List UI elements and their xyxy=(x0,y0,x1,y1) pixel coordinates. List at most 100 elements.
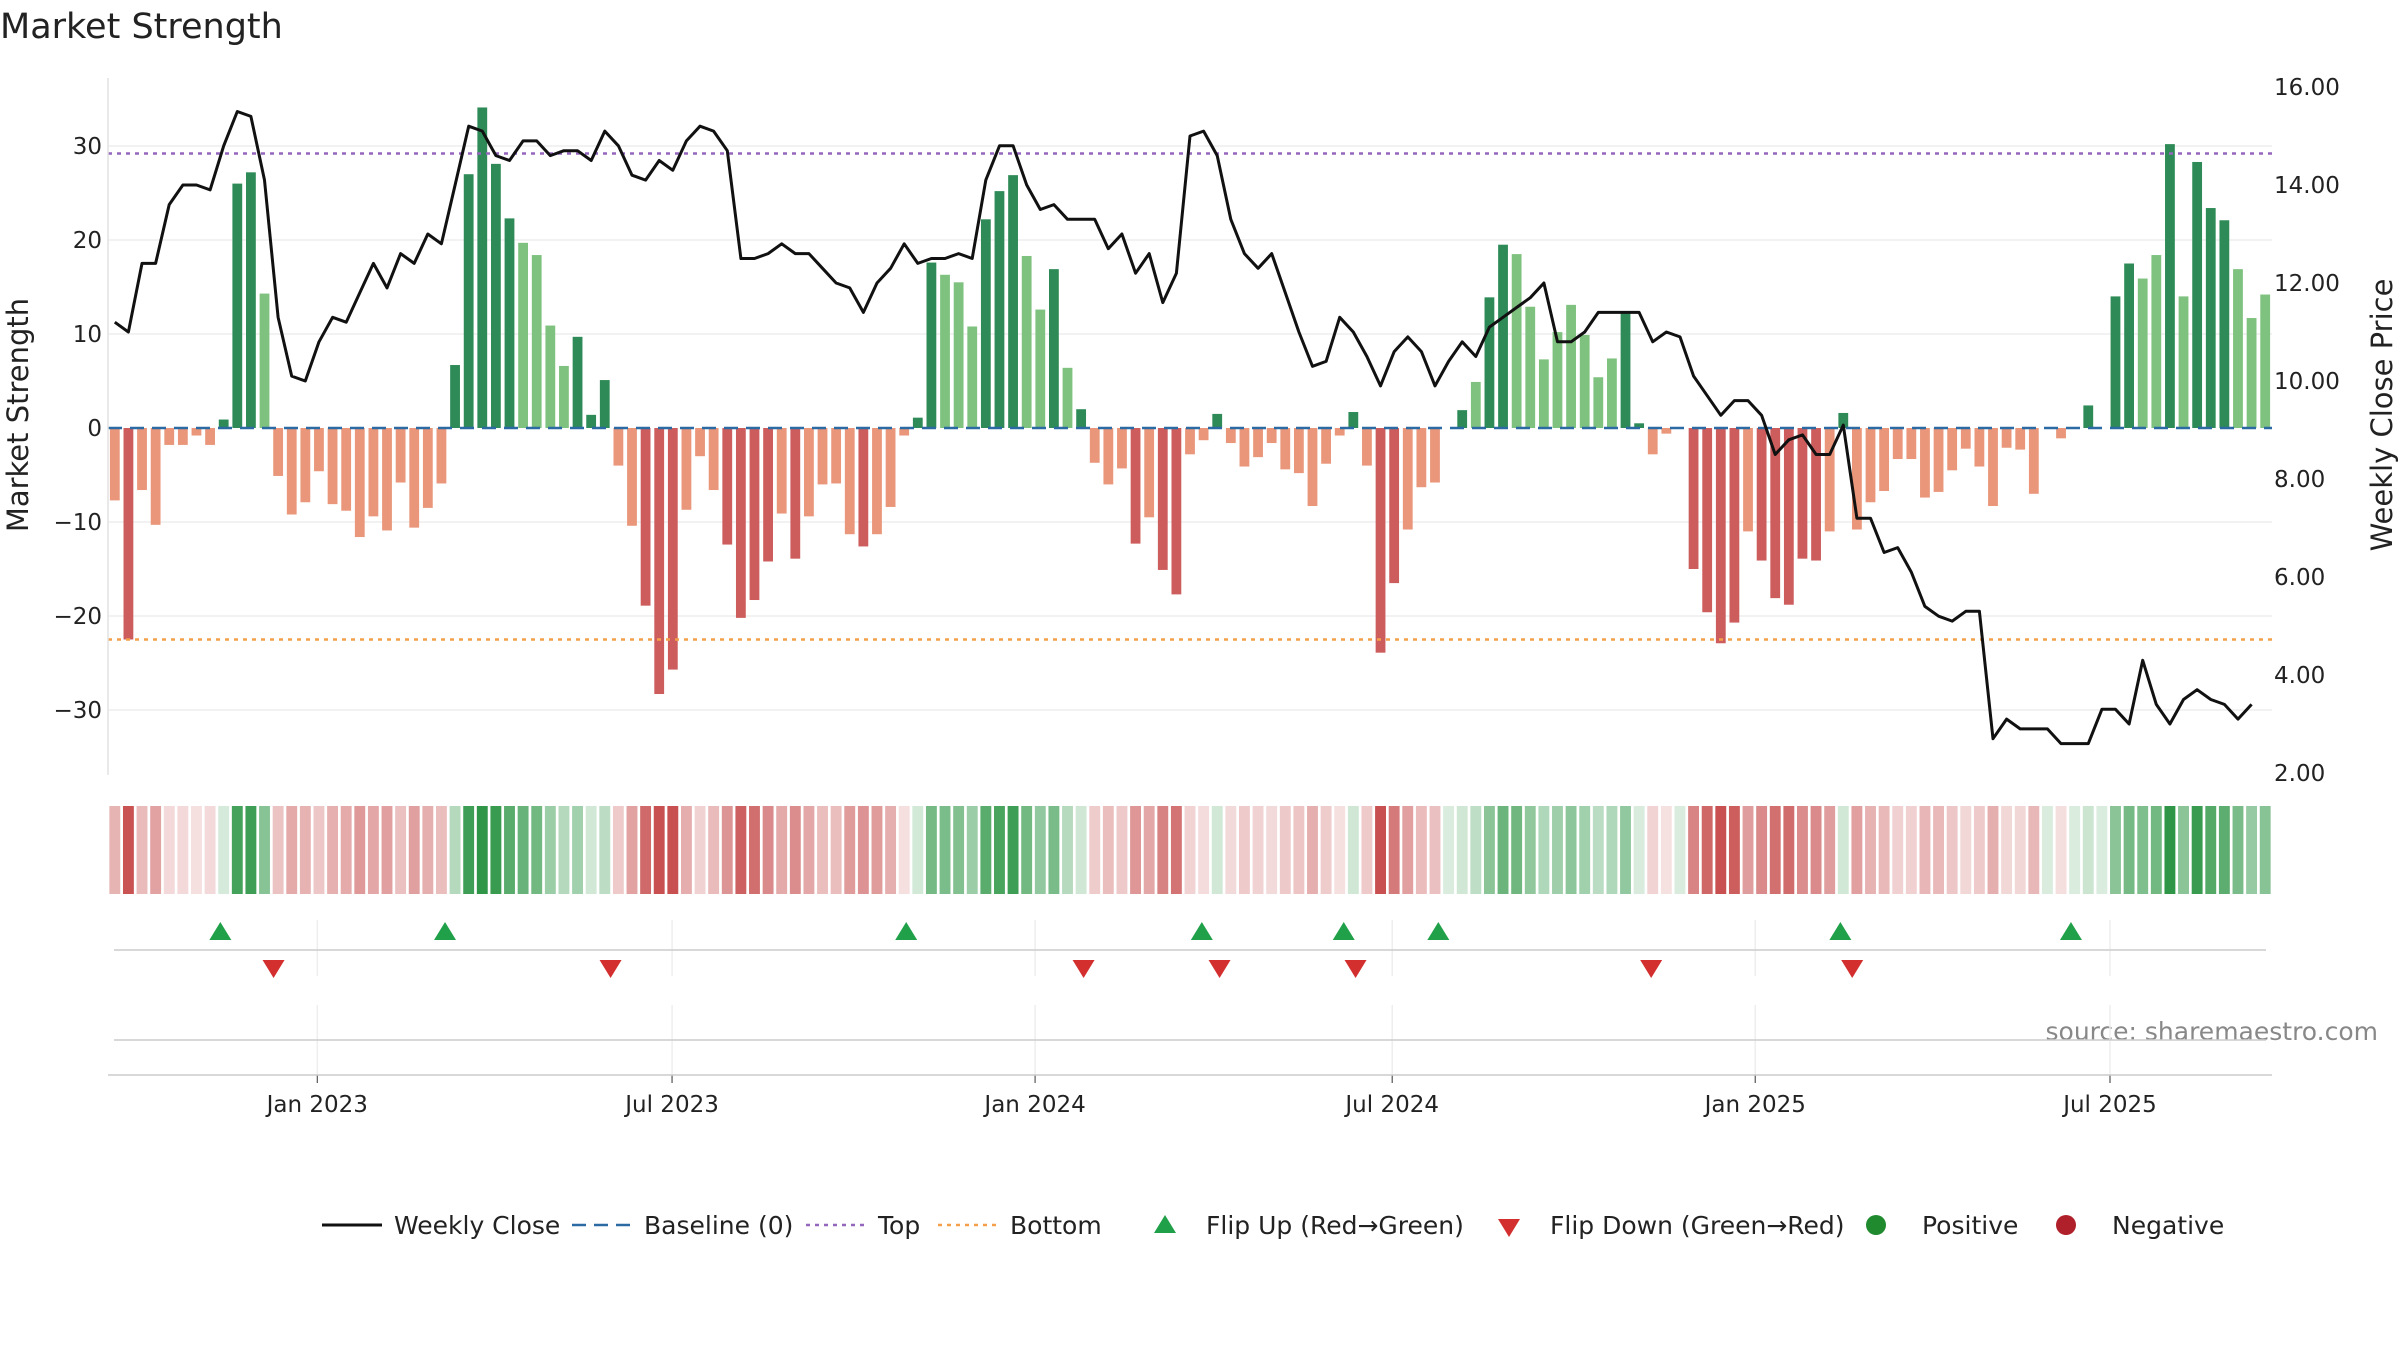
strength-bar xyxy=(1103,428,1114,485)
heat-cell xyxy=(1933,806,1944,894)
heat-cell xyxy=(1851,806,1863,894)
heat-cell xyxy=(504,806,515,894)
heat-cell xyxy=(1116,806,1128,894)
heat-cell xyxy=(885,806,897,894)
heat-cell xyxy=(653,806,665,894)
strength-bar xyxy=(218,419,229,428)
heat-cell xyxy=(694,806,706,894)
heat-cell xyxy=(980,806,992,894)
y-tick-label: 10 xyxy=(73,322,102,348)
strength-bar xyxy=(1797,428,1808,559)
flip-up-marker xyxy=(1427,922,1450,940)
x-tick-label: Jul 2025 xyxy=(2061,1092,2157,1118)
heat-cell xyxy=(803,806,815,894)
flip-up-marker xyxy=(1332,922,1355,940)
strength-bar xyxy=(763,428,773,562)
heat-cell xyxy=(2123,806,2135,894)
strength-bar xyxy=(559,365,569,428)
heat-cell xyxy=(150,806,162,894)
flip-up-marker xyxy=(434,922,457,940)
heat-cell xyxy=(1062,806,1073,894)
strength-bar xyxy=(205,428,215,445)
heat-cell xyxy=(1783,806,1795,894)
heat-cell xyxy=(1824,806,1836,894)
legend-swatch xyxy=(2056,1215,2076,1235)
heat-cell xyxy=(844,806,856,894)
strength-bar xyxy=(1566,304,1576,428)
strength-bar xyxy=(1157,428,1168,570)
heat-cell xyxy=(1742,806,1754,894)
strength-bar xyxy=(1362,428,1372,466)
strength-bar xyxy=(450,365,460,428)
strength-bar xyxy=(2233,269,2243,428)
strength-bar xyxy=(1960,428,1971,449)
flip-up-marker xyxy=(209,922,232,940)
strength-bar xyxy=(490,163,501,429)
strength-bar xyxy=(940,274,950,428)
x-tick-label: Jan 2024 xyxy=(982,1092,1085,1118)
strength-bar xyxy=(2015,428,2026,450)
strength-bar xyxy=(980,219,991,428)
heat-cell xyxy=(1007,806,1019,894)
strength-bar xyxy=(246,172,256,428)
strength-bar xyxy=(1933,428,1944,492)
strength-bar xyxy=(504,218,515,428)
heat-strip xyxy=(109,806,2271,894)
strength-bar xyxy=(191,428,202,436)
strength-bar xyxy=(314,428,324,472)
legend-label: Top xyxy=(877,1211,920,1240)
heat-cell xyxy=(231,806,243,894)
heat-cell xyxy=(2055,806,2067,894)
strength-bar xyxy=(1593,377,1604,428)
heat-cell xyxy=(1130,806,1142,894)
heat-cell xyxy=(1361,806,1373,894)
flip-up-marker xyxy=(1829,922,1852,940)
heat-cell xyxy=(1701,806,1713,894)
strength-bar xyxy=(1729,428,1740,623)
x-tick-label: Jan 2023 xyxy=(265,1092,368,1118)
strength-bar xyxy=(1525,306,1536,428)
strength-bar xyxy=(368,428,379,517)
heat-cell xyxy=(1865,806,1876,894)
heat-cell xyxy=(2069,806,2081,894)
heat-cell xyxy=(463,806,475,894)
y-tick-label: −30 xyxy=(53,698,102,724)
strength-bar xyxy=(1988,428,1998,507)
heat-cell xyxy=(1347,806,1359,894)
price-line-layer xyxy=(113,110,2253,746)
strength-bar xyxy=(177,428,188,445)
strength-bar xyxy=(1498,244,1508,428)
heat-cell xyxy=(340,806,352,894)
y2-tick-label: 8.00 xyxy=(2274,467,2325,493)
heat-cell xyxy=(1905,806,1917,894)
heat-cell xyxy=(1919,806,1931,894)
heat-cell xyxy=(395,806,407,894)
strength-bar xyxy=(1702,428,1713,613)
heat-cell xyxy=(2137,806,2149,894)
strength-bar xyxy=(776,428,787,514)
heat-cell xyxy=(1143,806,1155,894)
heat-cell xyxy=(122,806,134,894)
strength-bar xyxy=(654,428,665,695)
heat-cell xyxy=(177,806,189,894)
strength-bar xyxy=(1647,428,1658,455)
y-axis-title: Market Strength xyxy=(1,298,35,532)
heat-cell xyxy=(2028,806,2040,894)
strength-bar xyxy=(667,428,678,670)
heat-cell xyxy=(204,806,216,894)
heat-cell xyxy=(1973,806,1985,894)
heat-cell xyxy=(817,806,828,894)
legend-label: Positive xyxy=(1922,1211,2018,1240)
heat-cell xyxy=(1483,806,1495,894)
heat-cell xyxy=(1878,806,1890,894)
strength-bar xyxy=(1171,428,1182,595)
heat-cell xyxy=(2232,806,2244,894)
y2-tick-label: 6.00 xyxy=(2274,565,2325,591)
heat-cell xyxy=(925,806,937,894)
grid-layer xyxy=(108,145,2272,1075)
strength-bar xyxy=(1198,428,1209,441)
strength-bar xyxy=(1552,332,1563,428)
strength-bar xyxy=(2028,428,2039,494)
strength-bar xyxy=(422,428,433,508)
strength-bar xyxy=(572,336,583,428)
